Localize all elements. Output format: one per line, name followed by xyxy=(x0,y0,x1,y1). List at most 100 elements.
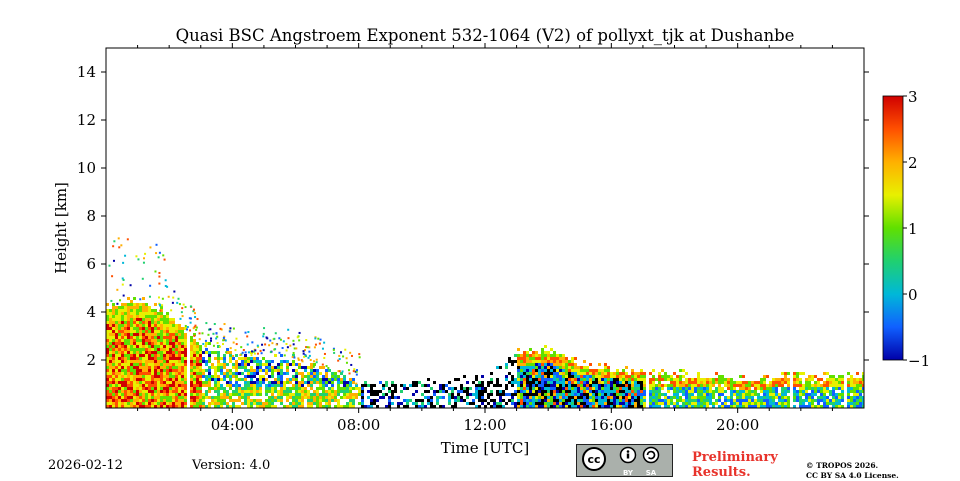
heatmap-cell xyxy=(124,318,127,321)
heatmap-cell xyxy=(544,357,547,360)
heatmap-cell xyxy=(109,399,112,402)
heatmap-cell xyxy=(415,405,418,408)
heatmap-cell xyxy=(739,396,742,399)
heatmap-cell xyxy=(178,381,181,384)
heatmap-cell xyxy=(151,315,154,318)
heatmap-cell xyxy=(574,405,577,408)
heatmap-cell xyxy=(787,378,790,381)
heatmap-cell xyxy=(550,396,553,399)
heatmap-cell xyxy=(262,381,265,384)
heatmap-cell xyxy=(214,402,217,405)
heatmap-cell xyxy=(529,378,532,381)
heatmap-cell xyxy=(124,339,127,342)
heatmap-cell xyxy=(130,306,133,309)
heatmap-cell xyxy=(310,381,313,384)
heatmap-cell xyxy=(169,357,172,360)
heatmap-cell xyxy=(625,372,628,375)
heatmap-cell xyxy=(565,405,568,408)
heatmap-cell xyxy=(310,396,313,399)
heatmap-cell xyxy=(676,399,679,402)
heatmap-scatter-point xyxy=(149,246,152,249)
heatmap-cell xyxy=(667,399,670,402)
heatmap-cell xyxy=(817,405,820,408)
heatmap-cell xyxy=(217,363,220,366)
heatmap-cell xyxy=(508,399,511,402)
heatmap-cell xyxy=(388,402,391,405)
heatmap-cell xyxy=(325,393,328,396)
heatmap-cell xyxy=(685,405,688,408)
heatmap-cell xyxy=(571,402,574,405)
heatmap-cell xyxy=(172,399,175,402)
heatmap-cell xyxy=(190,357,193,360)
heatmap-cell xyxy=(127,405,130,408)
colorbar-tick-label: 3 xyxy=(908,88,918,106)
heatmap-cell xyxy=(163,372,166,375)
heatmap-cell xyxy=(121,330,124,333)
heatmap-cell xyxy=(118,342,121,345)
heatmap-cell xyxy=(136,387,139,390)
heatmap-cell xyxy=(703,393,706,396)
heatmap-scatter-point xyxy=(260,352,263,355)
heatmap-scatter-point xyxy=(275,343,278,346)
heatmap-cell xyxy=(376,393,379,396)
heatmap-cell xyxy=(163,405,166,408)
heatmap-cell xyxy=(568,405,571,408)
heatmap-scatter-point xyxy=(157,256,160,259)
heatmap-cell xyxy=(571,357,574,360)
heatmap-cell xyxy=(622,390,625,393)
heatmap-cell xyxy=(598,390,601,393)
heatmap-cell xyxy=(631,390,634,393)
heatmap-scatter-point xyxy=(193,326,196,329)
heatmap-cell xyxy=(256,369,259,372)
heatmap-cell xyxy=(523,393,526,396)
heatmap-cell xyxy=(361,399,364,402)
heatmap-cell xyxy=(289,390,292,393)
heatmap-cell xyxy=(157,318,160,321)
heatmap-cell xyxy=(706,405,709,408)
heatmap-cell xyxy=(253,402,256,405)
heatmap-scatter-point xyxy=(215,332,218,335)
heatmap-cell xyxy=(133,405,136,408)
heatmap-cell xyxy=(820,387,823,390)
heatmap-cell xyxy=(214,378,217,381)
heatmap-cell xyxy=(325,381,328,384)
heatmap-scatter-point xyxy=(161,304,164,307)
heatmap-cell xyxy=(115,333,118,336)
heatmap-cell xyxy=(490,372,493,375)
heatmap-cell xyxy=(466,402,469,405)
heatmap-cell xyxy=(535,357,538,360)
heatmap-cell xyxy=(232,366,235,369)
heatmap-cell xyxy=(127,324,130,327)
heatmap-scatter-point xyxy=(345,361,348,364)
heatmap-cell xyxy=(358,387,361,390)
heatmap-cell xyxy=(115,315,118,318)
heatmap-cell xyxy=(115,366,118,369)
heatmap-cell xyxy=(562,387,565,390)
heatmap-cell xyxy=(592,399,595,402)
heatmap-cell xyxy=(580,387,583,390)
heatmap-cell xyxy=(574,357,577,360)
heatmap-cell xyxy=(154,369,157,372)
heatmap-cell xyxy=(268,360,271,363)
heatmap-cell xyxy=(169,363,172,366)
heatmap-cell xyxy=(586,402,589,405)
heatmap-cell xyxy=(484,399,487,402)
heatmap-cell xyxy=(229,372,232,375)
heatmap-cell xyxy=(154,348,157,351)
heatmap-cell xyxy=(163,351,166,354)
heatmap-cell xyxy=(268,381,271,384)
heatmap-cell xyxy=(250,369,253,372)
heatmap-cell xyxy=(526,372,529,375)
heatmap-cell xyxy=(505,387,508,390)
heatmap-cell xyxy=(529,402,532,405)
heatmap-cell xyxy=(460,399,463,402)
heatmap-cell xyxy=(607,375,610,378)
heatmap-cell xyxy=(805,387,808,390)
heatmap-cell xyxy=(157,375,160,378)
heatmap-cell xyxy=(760,387,763,390)
heatmap-cell xyxy=(121,372,124,375)
heatmap-cell xyxy=(304,366,307,369)
heatmap-cell xyxy=(193,402,196,405)
heatmap-cell xyxy=(232,399,235,402)
heatmap-cell xyxy=(211,399,214,402)
